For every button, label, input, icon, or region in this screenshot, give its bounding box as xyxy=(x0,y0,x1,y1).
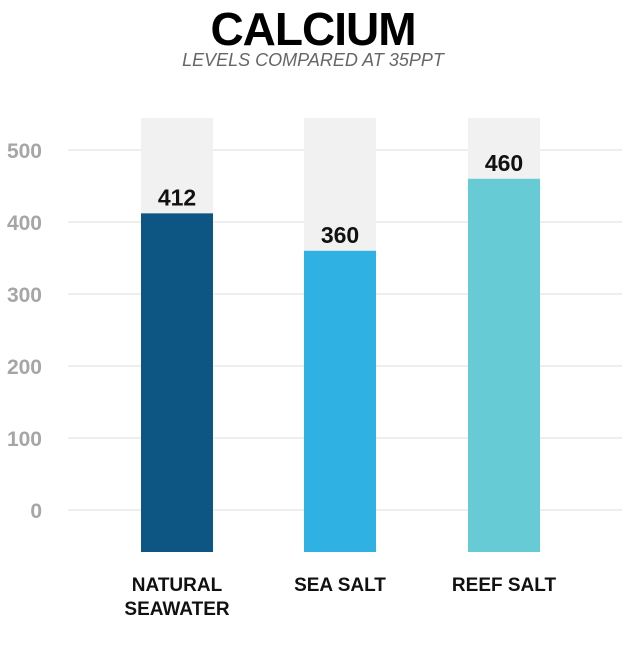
category-label: NATURAL SEAWATER xyxy=(124,575,230,620)
bar xyxy=(468,178,540,553)
data-labels: 412 360 460 xyxy=(158,150,523,248)
y-tick-label: 0 xyxy=(30,500,42,523)
y-tick-label: 500 xyxy=(7,140,42,163)
data-label: 460 xyxy=(485,150,523,176)
category-label: REEF SALT xyxy=(451,575,557,596)
chart-title: CALCIUM xyxy=(210,3,416,55)
y-tick-label: 100 xyxy=(7,428,42,451)
y-axis-ticks: 0 100 200 300 400 500 xyxy=(7,140,42,523)
data-label: 360 xyxy=(321,222,359,248)
bar xyxy=(304,250,376,553)
data-label: 412 xyxy=(158,184,196,210)
category-label: SEA SALT xyxy=(294,575,386,596)
y-tick-label: 300 xyxy=(7,284,42,307)
bar xyxy=(141,213,213,553)
y-tick-label: 400 xyxy=(7,212,42,235)
chart-subtitle: LEVELS COMPARED AT 35PPT xyxy=(182,50,444,70)
bars xyxy=(141,178,540,553)
y-tick-label: 200 xyxy=(7,356,42,379)
